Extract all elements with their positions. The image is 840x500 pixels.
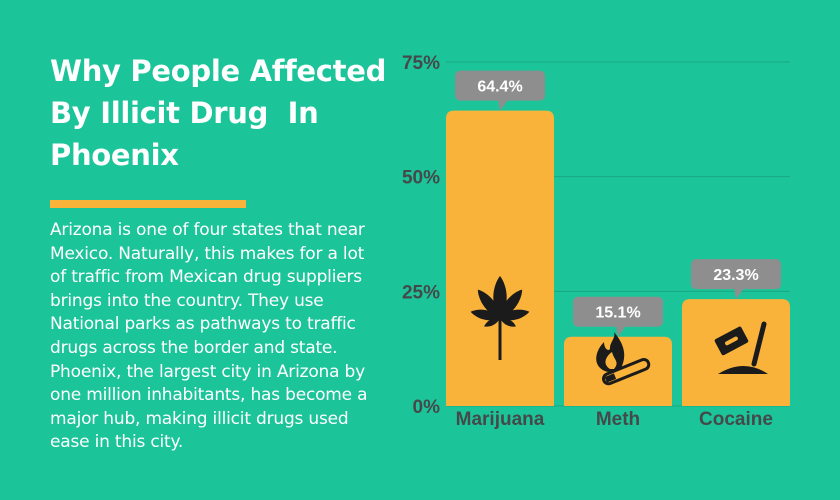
description-line: Arizona is one of four states that near — [50, 220, 365, 240]
cannabis-leaf-icon — [470, 276, 530, 360]
description-line: drugs across the border and state. — [50, 337, 338, 358]
y-tick-label: 25% — [402, 282, 440, 303]
title-underline-divider — [50, 200, 246, 208]
description-line: brings into the country. They use — [50, 290, 324, 311]
description-line: one million inhabitants, has become a — [50, 385, 368, 406]
bar — [446, 110, 554, 407]
category-label: Marijuana — [456, 409, 545, 430]
description-line: Phoenix, the largest city in Arizona by — [50, 361, 365, 382]
data-label-box — [691, 259, 781, 290]
description-line: of traffic from Mexican drug suppliers — [50, 267, 362, 288]
bar-group: 64.4% Marijuana — [446, 70, 554, 430]
bar-group: 23.3% Cocaine — [682, 259, 790, 430]
data-label-box — [455, 70, 545, 101]
y-tick-label: 0% — [413, 397, 441, 418]
description-line: Mexico. Naturally, this makes for a lot — [50, 243, 365, 264]
y-tick-label: 50% — [402, 168, 440, 189]
data-label: 23.3% — [713, 267, 758, 284]
data-label-pointer — [498, 99, 508, 111]
title-line: Why People Affected — [50, 54, 387, 88]
description-line: National parks as pathways to traffic — [50, 314, 356, 335]
category-label: Cocaine — [699, 409, 773, 430]
description-line: ease in this city. — [50, 432, 184, 453]
bar — [682, 299, 790, 406]
data-label-box — [573, 296, 663, 327]
razor-blade-icon — [714, 321, 768, 374]
bar-group: 15.1% Meth — [564, 296, 672, 430]
y-tick-label: 75% — [402, 53, 440, 74]
description-line: major hub, making illicit drugs used — [50, 408, 349, 429]
info-panel: Why People Affected By Illicit Drug In P… — [50, 50, 387, 455]
category-label: Meth — [596, 409, 640, 430]
title-line: Phoenix — [50, 138, 179, 172]
description-paragraph: Arizona is one of four states that near … — [50, 219, 370, 455]
data-label-pointer — [616, 325, 626, 337]
page-title: Why People Affected By Illicit Drug In P… — [50, 50, 387, 176]
burning-pipe-icon — [596, 332, 651, 386]
bar — [564, 336, 672, 406]
data-label-pointer — [734, 288, 744, 300]
data-label: 15.1% — [595, 305, 640, 322]
title-line: By Illicit Drug In — [50, 96, 319, 130]
data-label: 64.4% — [477, 79, 522, 96]
